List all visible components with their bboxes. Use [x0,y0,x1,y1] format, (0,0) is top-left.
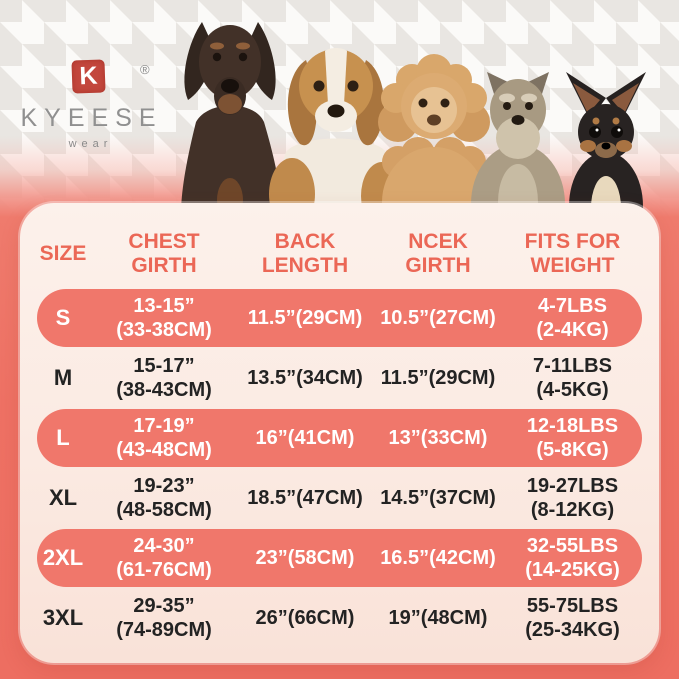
size-cell: 2XL [42,545,84,570]
weight-cell: 7-11LBS (4-5KG) [533,355,612,401]
size-cell: S [55,305,71,330]
dogs-illustration [181,22,646,214]
table-row-3xl: 3XL 29-35” (74-89CM) 26”(66CM) 19”(48CM) … [37,589,642,647]
neck-girth-cell: 19”(48CM) [388,607,488,629]
size-chart-header-row: SIZE CHEST GIRTH BACK LENGTH NCEK GIRTH FIT… [37,219,642,289]
chest-girth-cell: 13-15” (33-38CM) [116,295,212,341]
back-length-cell: 26”(66CM) [255,607,355,629]
brand-name: KYEESE [20,104,163,132]
back-length-cell: 18.5”(47CM) [247,487,363,509]
weight-cell: 12-18LBS (5-8KG) [526,415,619,461]
weight-cell: 4-7LBS (2-4KG) [536,295,609,341]
back-length-cell: 13.5”(34CM) [247,367,363,389]
neck-girth-cell: 13”(33CM) [388,427,488,449]
column-header-back-length: BACK LENGTH [261,230,349,277]
chest-girth-cell: 19-23” (48-58CM) [116,475,212,521]
weight-cell: 55-75LBS (25-34KG) [525,595,620,641]
size-cell: L [56,425,70,450]
chest-girth-cell: 17-19” (43-48CM) [116,415,212,461]
doberman-illustration [181,22,281,214]
neck-girth-cell: 14.5”(37CM) [380,487,496,509]
weight-cell: 19-27LBS (8-12KG) [526,475,619,521]
logo-letter: K [78,61,98,91]
logo-k-badge: K [70,59,106,94]
schnauzer-illustration [471,72,565,214]
chihuahua-illustration [566,72,646,214]
table-row-m: M 15-17” (38-43CM) 13.5”(34CM) 11.5”(29CM… [37,349,642,407]
chest-girth-cell: 24-30” (61-76CM) [116,535,212,581]
weight-cell: 32-55LBS (14-25KG) [525,535,620,581]
column-header-fits-for-weight: FITS FOR WEIGHT [524,230,621,277]
table-row-l: L 17-19” (43-48CM) 16”(41CM) 13”(33CM) 12… [37,409,642,467]
size-cell: XL [48,485,78,510]
back-length-cell: 16”(41CM) [255,427,355,449]
column-header-chest-girth: CHEST GIRTH [128,230,200,277]
back-length-cell: 11.5”(29CM) [247,307,363,329]
back-length-cell: 23”(58CM) [255,547,355,569]
size-chart-panel: SIZE CHEST GIRTH BACK LENGTH NCEK GIRTH FIT… [20,203,659,663]
chest-girth-cell: 29-35” (74-89CM) [116,595,212,641]
column-header-neck-girth: NCEK GIRTH [405,230,471,277]
neck-girth-cell: 11.5”(29CM) [380,367,496,389]
table-row-2xl: 2XL 24-30” (61-76CM) 23”(58CM) 16.5”(42CM… [37,529,642,587]
size-cell: 3XL [42,605,84,630]
registered-trademark-icon: ® [140,62,150,77]
table-row-s: S 13-15” (33-38CM) 11.5”(29CM) 10.5”(27CM… [37,289,642,347]
chest-girth-cell: 15-17” (38-43CM) [116,355,212,401]
table-row-xl: XL 19-23” (48-58CM) 18.5”(47CM) 14.5”(37C… [37,469,642,527]
size-cell: M [53,365,73,390]
neck-girth-cell: 16.5”(42CM) [380,547,496,569]
poodle-illustration [378,54,490,214]
neck-girth-cell: 10.5”(27CM) [380,307,496,329]
beagle-illustration [269,48,403,214]
column-header-size: SIZE [39,242,87,265]
brand-subtitle: wear [68,138,113,150]
brand-logo: K ® KYEESE wear [12,59,164,150]
